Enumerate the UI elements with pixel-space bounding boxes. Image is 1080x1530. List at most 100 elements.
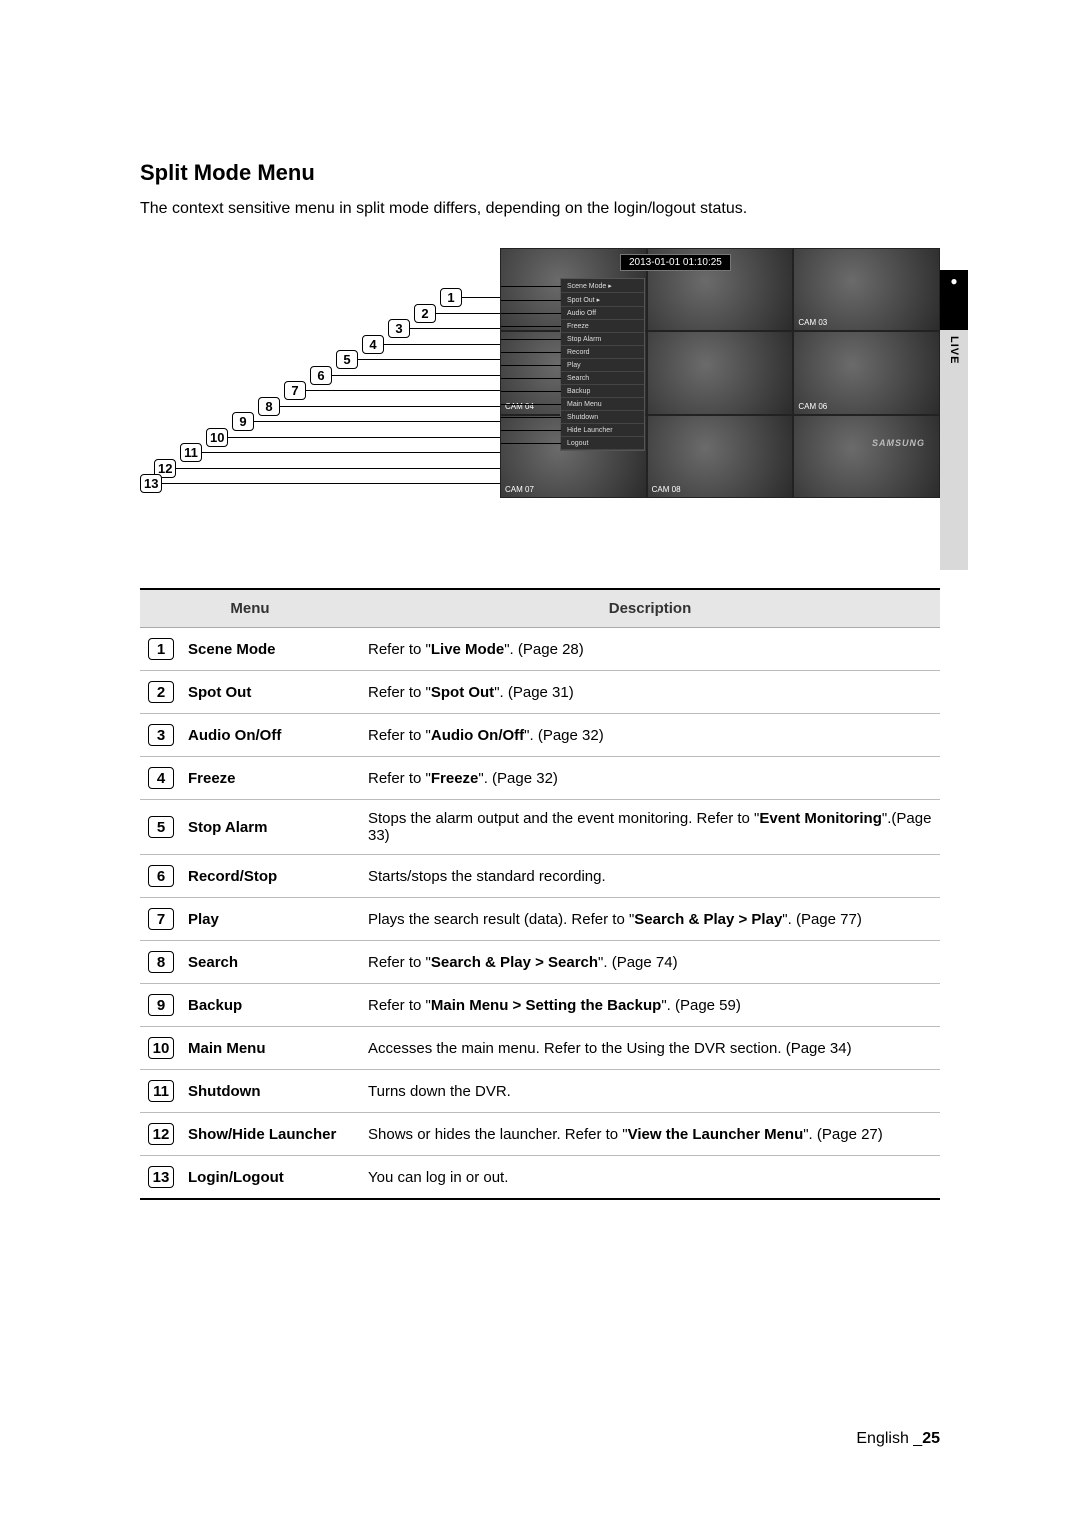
table-row: 13Login/LogoutYou can log in or out. bbox=[140, 1156, 940, 1200]
lead-line bbox=[410, 328, 500, 329]
row-number: 9 bbox=[148, 994, 174, 1016]
context-menu-item: Backup bbox=[561, 385, 644, 398]
table-row: 3 Audio On/Off Refer to "Audio On/Off". (P… bbox=[140, 714, 940, 757]
menu-name: Spot Out bbox=[188, 684, 251, 701]
table-row: 12Show/Hide LauncherShows or hides the l… bbox=[140, 1113, 940, 1156]
cell-menu: 8 Search bbox=[140, 941, 360, 984]
cell-menu: 11 Shutdown bbox=[140, 1070, 360, 1113]
cell-desc: Refer to "Audio On/Off". (Page 32) bbox=[360, 714, 940, 757]
cell-desc: Refer to "Search & Play > Search". (Page… bbox=[360, 941, 940, 984]
menu-name: Backup bbox=[188, 997, 242, 1014]
cell-menu: 5 Stop Alarm bbox=[140, 800, 360, 855]
page: Split Mode Menu The context sensitive me… bbox=[0, 0, 1080, 1508]
context-menu-item: Record bbox=[561, 346, 644, 359]
lead-line bbox=[436, 313, 500, 314]
row-number: 3 bbox=[148, 724, 174, 746]
context-menu-item: Freeze bbox=[561, 320, 644, 333]
cell-desc: Plays the search result (data). Refer to… bbox=[360, 898, 940, 941]
cell-desc: Accesses the main menu. Refer to the Usi… bbox=[360, 1027, 940, 1070]
row-number: 5 bbox=[148, 816, 174, 838]
cell-menu: 6 Record/Stop bbox=[140, 855, 360, 898]
lead-line bbox=[332, 375, 500, 376]
cell-desc: Refer to "Live Mode". (Page 28) bbox=[360, 628, 940, 671]
cell-menu: 9 Backup bbox=[140, 984, 360, 1027]
footer: English _25 bbox=[140, 1430, 940, 1448]
menu-name: Freeze bbox=[188, 770, 236, 787]
cam-label: CAM 06 bbox=[798, 402, 827, 411]
menu-name: Play bbox=[188, 911, 219, 928]
context-menu-item: Spot Out ▸ bbox=[561, 293, 644, 307]
cam-label: CAM 07 bbox=[505, 485, 534, 494]
menu-name: Main Menu bbox=[188, 1040, 266, 1057]
lead-line bbox=[162, 483, 500, 484]
cell-desc: Refer to "Main Menu > Setting the Backup… bbox=[360, 984, 940, 1027]
menu-name: Stop Alarm bbox=[188, 819, 267, 836]
row-number: 2 bbox=[148, 681, 174, 703]
table-row: 2Spot OutRefer to "Spot Out". (Page 31) bbox=[140, 671, 940, 714]
dvr-screenshot: CAM 03 CAM 04 CAM 06 CAM 07 CAM 08 2013-01… bbox=[500, 248, 940, 498]
cell-desc: Starts/stops the standard recording. bbox=[360, 855, 940, 898]
menu-name: Search bbox=[188, 954, 238, 971]
lead-line bbox=[306, 390, 500, 391]
cell-menu: 2 Spot Out bbox=[140, 671, 360, 714]
table-row: 9 Backup Refer to "Main Menu > Setting the… bbox=[140, 984, 940, 1027]
cell-desc: Shows or hides the launcher. Refer to "V… bbox=[360, 1113, 940, 1156]
menu-name: Scene Mode bbox=[188, 641, 276, 658]
context-menu-item: Hide Launcher bbox=[561, 424, 644, 437]
cell-menu: 12Show/Hide Launcher bbox=[140, 1113, 360, 1156]
context-menu-item: Stop Alarm bbox=[561, 333, 644, 346]
row-number: 4 bbox=[148, 767, 174, 789]
row-number: 11 bbox=[148, 1080, 174, 1102]
menu-name: Shutdown bbox=[188, 1083, 260, 1100]
callouts: 12345678910111213 bbox=[140, 288, 500, 538]
diagram: 12345678910111213 CAM 03 CAM 04 CAM 06 CA… bbox=[140, 248, 940, 538]
menu-name: Audio On/Off bbox=[188, 727, 281, 744]
context-menu-item: Scene Mode ▸ bbox=[561, 279, 644, 293]
table-row: 6 Record/Stop Starts/stops the standard re… bbox=[140, 855, 940, 898]
cell-menu: 3 Audio On/Off bbox=[140, 714, 360, 757]
lead-line bbox=[202, 452, 500, 453]
timestamp: 2013-01-01 01:10:25 bbox=[620, 254, 731, 271]
lead-line bbox=[176, 468, 500, 469]
table-row: 10Main MenuAccesses the main menu. Refer… bbox=[140, 1027, 940, 1070]
cam-label: CAM 08 bbox=[652, 485, 681, 494]
section-title: Split Mode Menu bbox=[140, 160, 940, 186]
brand-label: SAMSUNG bbox=[872, 438, 925, 448]
context-menu-item: Main Menu bbox=[561, 398, 644, 411]
cell-menu: 1 Scene Mode bbox=[140, 628, 360, 671]
section-lead: The context sensitive menu in split mode… bbox=[140, 200, 940, 218]
menu-name: Show/Hide Launcher bbox=[188, 1126, 336, 1143]
lead-line bbox=[280, 406, 500, 407]
lead-line bbox=[384, 344, 500, 345]
cell-desc: Refer to "Freeze". (Page 32) bbox=[360, 757, 940, 800]
th-desc: Description bbox=[360, 589, 940, 628]
context-menu-item: Play bbox=[561, 359, 644, 372]
menu-name: Record/Stop bbox=[188, 868, 277, 885]
cam-label: CAM 04 bbox=[505, 402, 534, 411]
menu-name: Login/Logout bbox=[188, 1169, 284, 1186]
cam-label: CAM 03 bbox=[798, 318, 827, 327]
th-menu: Menu bbox=[140, 589, 360, 628]
footer-page: 25 bbox=[922, 1430, 940, 1447]
cell-menu: 13Login/Logout bbox=[140, 1156, 360, 1200]
table-row: 7 Play Plays the search result (data). Ref… bbox=[140, 898, 940, 941]
row-number: 1 bbox=[148, 638, 174, 660]
table-row: 1 Scene Mode Refer to "Live Mode". (Page 2… bbox=[140, 628, 940, 671]
table-row: 5 Stop Alarm Stops the alarm output and th… bbox=[140, 800, 940, 855]
callout-row: 13 bbox=[140, 474, 500, 493]
context-menu-item: Audio Off bbox=[561, 307, 644, 320]
context-menu-item: Shutdown bbox=[561, 411, 644, 424]
context-menu: Scene Mode ▸Spot Out ▸Audio OffFreezeSto… bbox=[560, 278, 645, 451]
lead-line bbox=[462, 297, 500, 298]
lead-line bbox=[254, 421, 500, 422]
context-menu-item: Logout bbox=[561, 437, 644, 450]
row-number: 6 bbox=[148, 865, 174, 887]
footer-lang: English bbox=[856, 1430, 908, 1447]
table-row: 8 Search Refer to "Search & Play > Search"… bbox=[140, 941, 940, 984]
row-number: 8 bbox=[148, 951, 174, 973]
cell-desc: Stops the alarm output and the event mon… bbox=[360, 800, 940, 855]
row-number: 7 bbox=[148, 908, 174, 930]
cell-desc: Turns down the DVR. bbox=[360, 1070, 940, 1113]
lead-line bbox=[358, 359, 500, 360]
table-row: 4 Freeze Refer to "Freeze". (Page 32) bbox=[140, 757, 940, 800]
